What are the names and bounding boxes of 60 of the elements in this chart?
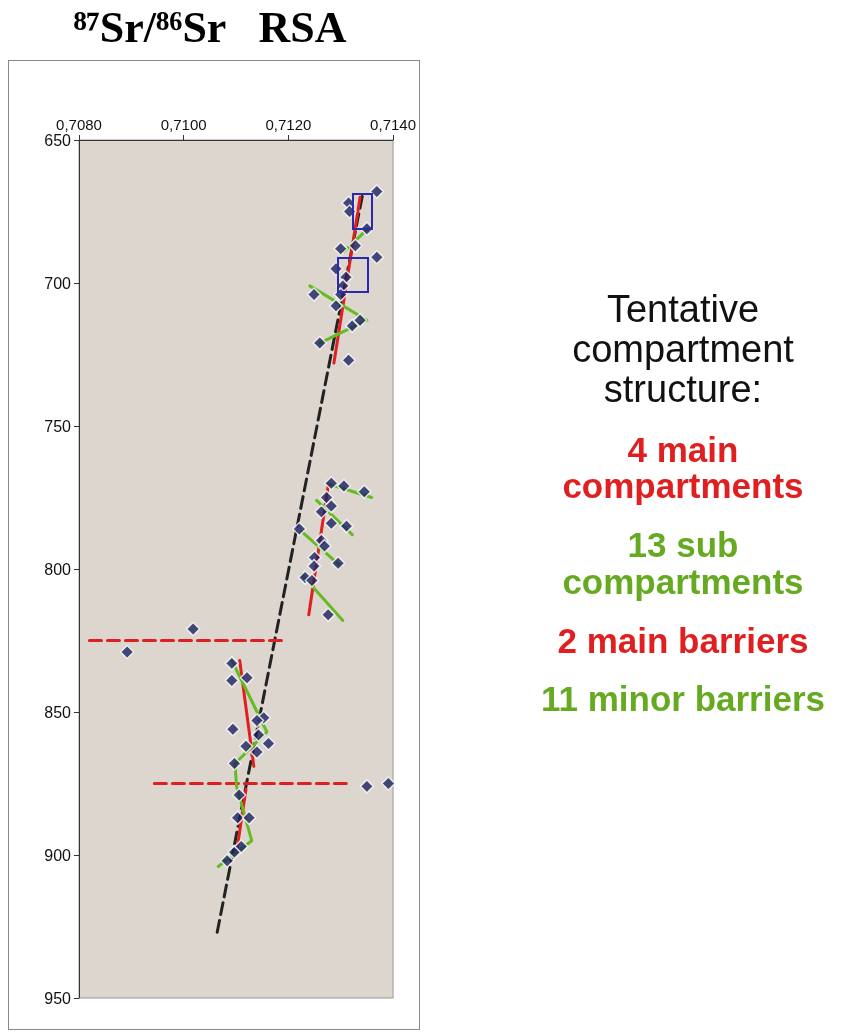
point (224, 673, 240, 688)
y-tick-label: 650 (44, 131, 72, 149)
point (239, 670, 255, 685)
x-tick-label: 0,7100 (160, 116, 207, 133)
point (341, 352, 356, 368)
x-tick-label: 0,7120 (265, 116, 312, 133)
point (352, 312, 368, 328)
y-tick-label: 800 (44, 560, 72, 578)
point (317, 538, 332, 554)
point (219, 853, 235, 868)
point (324, 475, 339, 491)
y-tick-label: 900 (44, 846, 72, 864)
y-tick-label: 700 (44, 274, 72, 292)
text: 4 main compartments (561, 429, 805, 506)
point (304, 573, 320, 588)
point (336, 478, 352, 494)
point (224, 656, 240, 671)
point (324, 515, 339, 531)
point (119, 644, 135, 660)
point (306, 287, 322, 302)
point (227, 756, 242, 771)
point (312, 335, 328, 351)
point (249, 744, 265, 760)
text: 2 main barriers (556, 620, 810, 660)
point (348, 238, 363, 254)
point (231, 787, 247, 803)
point (306, 558, 322, 574)
point (359, 779, 375, 794)
point (357, 484, 372, 500)
y-tick-label: 750 (44, 417, 72, 435)
point (261, 736, 276, 751)
text: 11 minor barriers (539, 679, 826, 719)
y-tick-label: 950 (44, 989, 72, 1007)
point (230, 810, 245, 826)
text: 13 sub compartments (561, 525, 805, 601)
point (225, 721, 241, 737)
point (185, 621, 201, 637)
point (251, 727, 266, 743)
point (249, 713, 265, 728)
chart-title: ⁸⁷Sr/⁸⁶Sr RSA (72, 2, 348, 53)
x-tick-label: 0,7080 (56, 116, 102, 133)
point (241, 810, 257, 826)
point (234, 839, 249, 854)
y-tick-label: 850 (44, 703, 72, 721)
point (344, 318, 360, 334)
point (333, 241, 348, 256)
point (369, 250, 385, 265)
x-tick-label: 0,7140 (370, 116, 417, 133)
point (314, 504, 329, 520)
point (339, 518, 354, 534)
text: Tentative compartment structure: (571, 288, 795, 410)
point (238, 739, 254, 754)
point (381, 776, 396, 791)
point (319, 490, 334, 505)
point (292, 521, 307, 537)
point (324, 498, 339, 514)
point (320, 607, 336, 623)
point (369, 184, 385, 199)
point (328, 298, 344, 314)
point (330, 556, 346, 571)
